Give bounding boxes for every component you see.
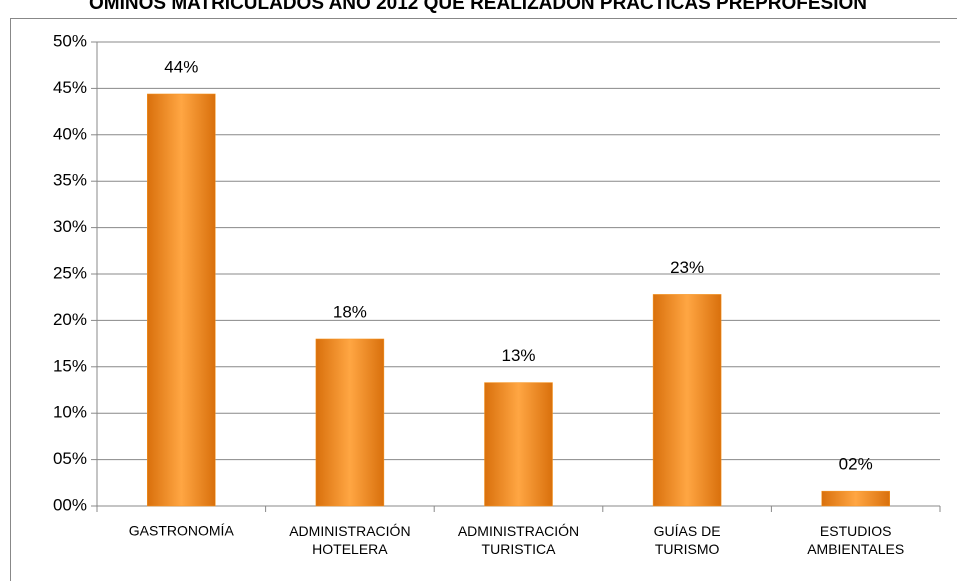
y-tick-label: 40% <box>53 124 87 143</box>
y-tick-label: 50% <box>53 31 87 50</box>
y-tick-label: 20% <box>53 310 87 329</box>
y-tick-label: 45% <box>53 78 87 97</box>
value-label: 44% <box>164 57 198 76</box>
x-tick-label: GUÍAS DE TURISMO <box>654 523 721 557</box>
y-tick-label: 15% <box>53 356 87 375</box>
bar <box>315 338 385 507</box>
y-tick-label: 10% <box>53 403 87 422</box>
bar <box>821 490 890 507</box>
bar <box>484 382 553 507</box>
y-tick-label: 05% <box>53 449 87 468</box>
chart-border <box>10 18 957 581</box>
chart-title: OMINOS MATRICULADOS AÑO 2012 QUE REALIZA… <box>89 0 867 14</box>
y-tick-label: 25% <box>53 263 87 282</box>
bar <box>652 294 722 507</box>
value-label: 02% <box>839 455 873 474</box>
bar <box>147 93 216 507</box>
y-tick-label: 35% <box>53 171 87 190</box>
y-tick-label: 30% <box>53 217 87 236</box>
x-tick-label: GASTRONOMÍA <box>129 523 235 539</box>
y-tick-label: 00% <box>53 495 87 514</box>
x-tick-label: ADMINISTRACIÓN TURISTICA <box>458 523 579 557</box>
value-label: 13% <box>501 346 535 365</box>
x-tick-label: ADMINISTRACIÓN HOTELERA <box>289 523 410 557</box>
value-label: 18% <box>333 302 367 321</box>
x-tick-label: ESTUDIOS AMBIENTALES <box>807 523 904 557</box>
value-label: 23% <box>670 258 704 277</box>
